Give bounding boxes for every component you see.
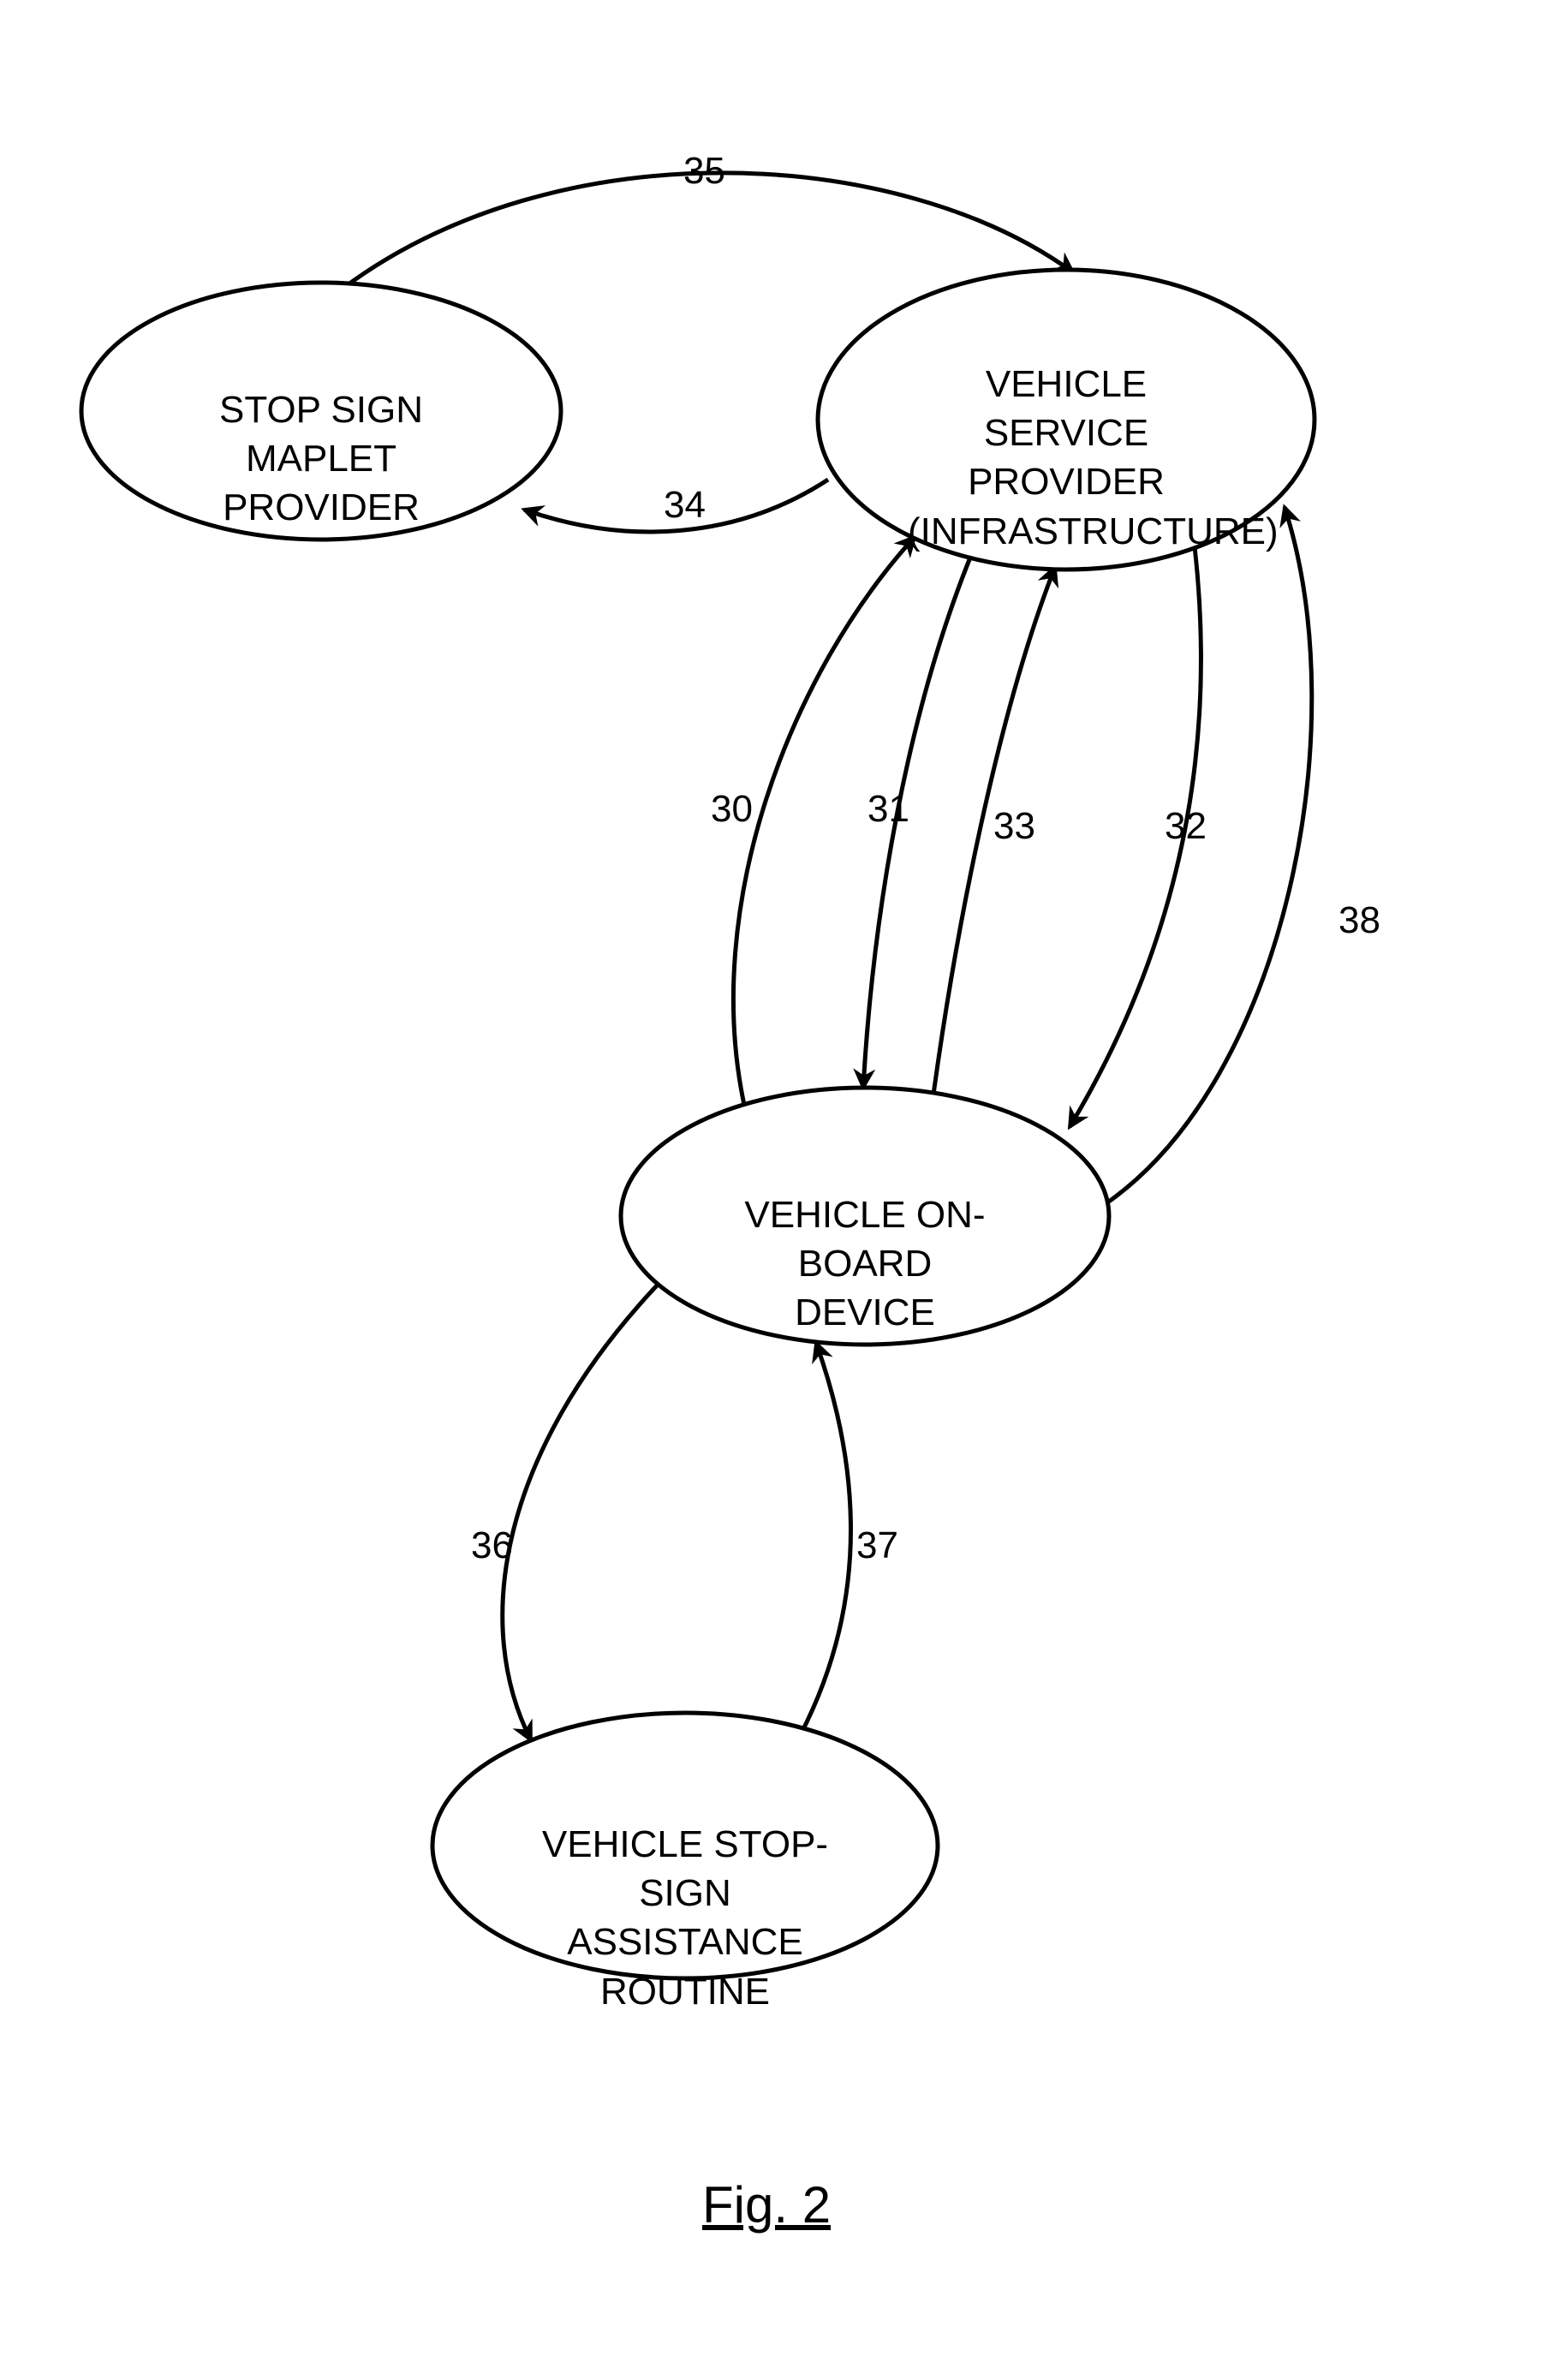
edge-e37 [801,1343,851,1734]
edge-e32 [1070,546,1201,1127]
node-maplet [81,283,561,540]
edge-e34 [524,480,828,532]
edge-e33 [933,567,1055,1095]
node-device [621,1088,1109,1345]
edge-e30 [733,537,915,1105]
diagram-svg [0,0,1556,2380]
edge-e38 [1106,507,1312,1203]
node-routine [432,1713,938,1978]
edge-e36 [503,1285,658,1740]
figure-label: Fig. 2 [702,2175,831,2234]
edge-e35 [343,173,1073,289]
node-vsp [818,270,1315,570]
edge-e31 [863,553,972,1088]
